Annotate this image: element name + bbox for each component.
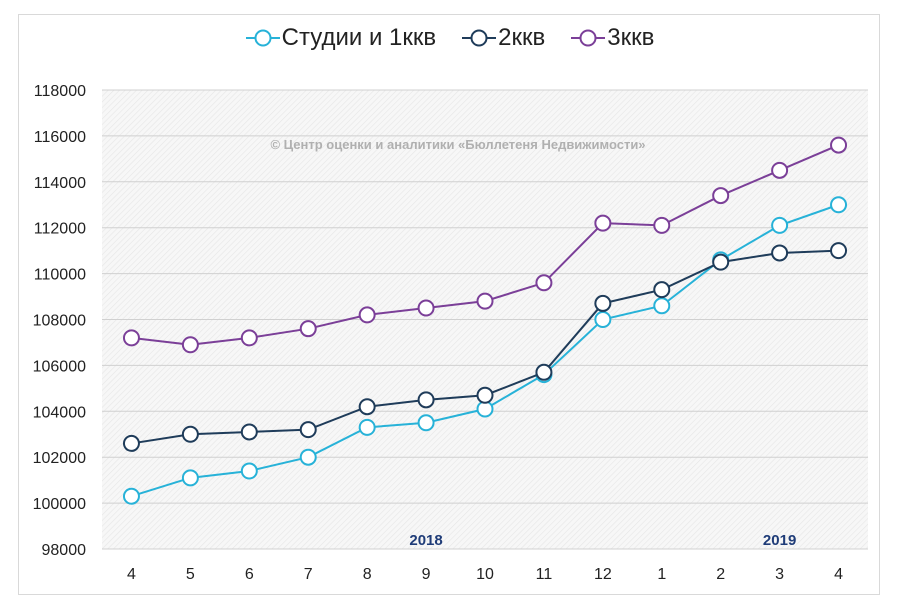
x-tick-label: 1 (657, 566, 666, 583)
x-tick-label: 3 (775, 566, 784, 583)
data-point (830, 136, 848, 154)
gridlines (102, 89, 868, 550)
data-point (771, 216, 789, 234)
year-label: 2019 (763, 532, 796, 549)
y-tick-label: 114000 (34, 175, 86, 192)
data-point (653, 216, 671, 234)
x-tick-label: 8 (363, 566, 372, 583)
x-tick-label: 12 (594, 566, 612, 583)
y-tick-label: 110000 (34, 267, 86, 284)
y-axis-ticks: 98000 100000 102000 104000 106000 108000 11000… (33, 83, 86, 559)
legend-marker-studio (245, 29, 280, 47)
x-axis-ticks: 4 5 6 7 8 9 10 11 12 1 2 3 4 (127, 566, 843, 583)
data-point (476, 400, 494, 418)
data-point (181, 425, 199, 443)
legend-marker-2room (462, 29, 497, 47)
y-tick-label: 112000 (34, 221, 86, 238)
data-point (712, 253, 730, 271)
x-tick-label: 6 (245, 566, 254, 583)
data-point (417, 391, 435, 409)
series-group (122, 136, 848, 505)
data-point (358, 418, 376, 436)
legend-label-3room: 3ккв (607, 24, 655, 51)
y-tick-label: 108000 (33, 313, 86, 330)
data-point (181, 336, 199, 354)
data-point (417, 414, 435, 432)
data-point (240, 329, 258, 347)
data-point (240, 423, 258, 441)
y-tick-label: 106000 (33, 358, 86, 375)
data-point (771, 244, 789, 262)
y-tick-label: 104000 (33, 404, 86, 421)
y-tick-label: 100000 (33, 496, 86, 513)
year-label: 2018 (409, 532, 442, 549)
watermark: © Центр оценки и аналитики «Бюллетеня Не… (270, 137, 645, 152)
x-tick-label: 11 (536, 566, 553, 583)
series-1 (122, 242, 848, 452)
x-tick-label: 4 (127, 566, 136, 583)
legend-item-2room: 2ккв (462, 24, 545, 52)
data-point (712, 187, 730, 205)
data-point (653, 281, 671, 299)
y-tick-label: 102000 (33, 450, 86, 467)
data-point (299, 421, 317, 439)
y-tick-label: 116000 (34, 129, 86, 146)
legend-item-3room: 3ккв (571, 24, 654, 52)
x-tick-label: 5 (186, 566, 195, 583)
x-tick-label: 2 (716, 566, 725, 583)
legend: Студии и 1ккв 2ккв 3ккв (0, 24, 900, 52)
data-point (594, 214, 612, 232)
data-point (358, 306, 376, 324)
year-labels: 2018 2019 (409, 532, 796, 549)
data-point (417, 299, 435, 317)
data-point (594, 294, 612, 312)
data-point (771, 161, 789, 179)
data-point (358, 398, 376, 416)
legend-label-studio: Студии и 1ккв (281, 24, 437, 51)
legend-label-2room: 2ккв (498, 24, 546, 51)
x-tick-label: 7 (304, 566, 313, 583)
data-point (476, 386, 494, 404)
legend-item-studio: Студии и 1ккв (245, 24, 437, 52)
data-point (535, 363, 553, 381)
data-point (122, 434, 140, 452)
y-tick-label: 118000 (34, 83, 86, 100)
data-point (122, 487, 140, 505)
data-point (240, 462, 258, 480)
data-point (535, 274, 553, 292)
data-point (476, 292, 494, 310)
legend-marker-3room (571, 29, 606, 47)
data-point (830, 242, 848, 260)
x-tick-label: 9 (422, 566, 431, 583)
y-tick-label: 98000 (42, 542, 87, 559)
data-point (299, 448, 317, 466)
data-point (122, 329, 140, 347)
data-point (594, 311, 612, 328)
data-point (299, 320, 317, 338)
series-2 (122, 136, 848, 354)
data-point (830, 196, 848, 214)
data-point (181, 469, 199, 487)
data-point (653, 297, 671, 315)
x-tick-label: 10 (476, 566, 494, 583)
x-tick-label: 4 (834, 566, 843, 583)
